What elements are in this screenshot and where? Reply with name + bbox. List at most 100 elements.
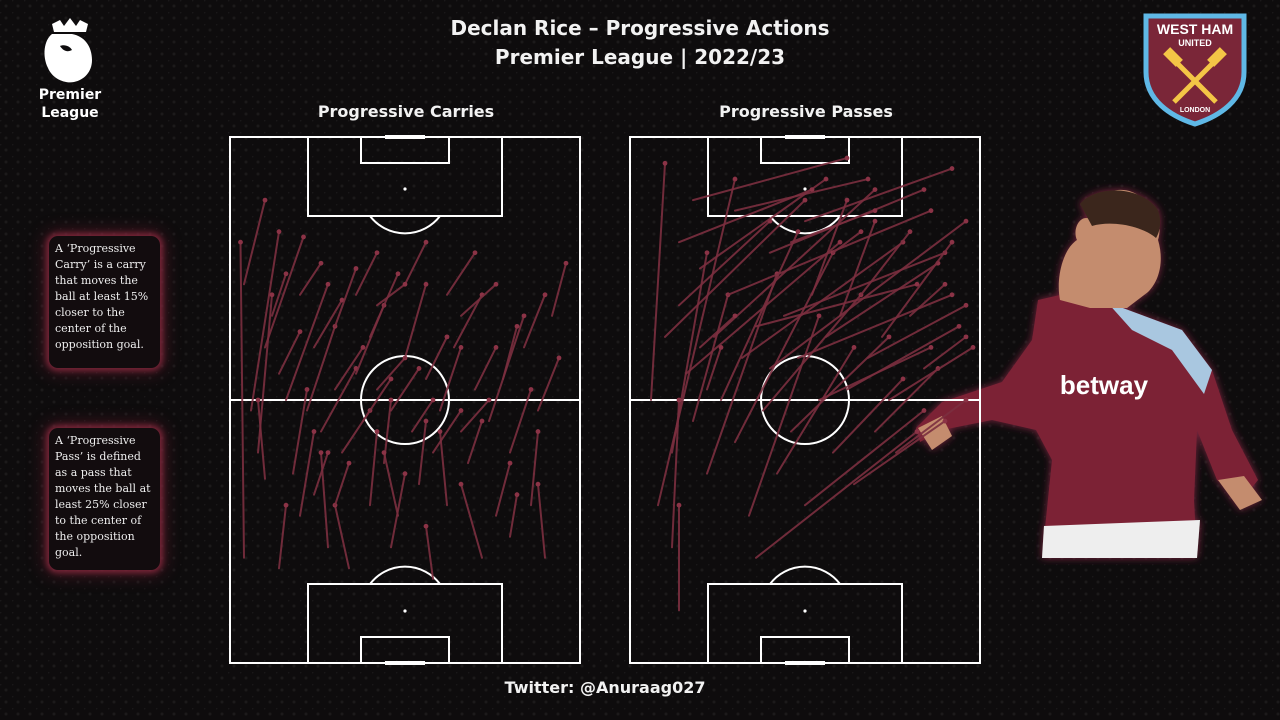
progressive-action-line <box>509 493 518 538</box>
progressive-action-end <box>423 418 429 424</box>
progressive-action-line <box>846 325 960 391</box>
progressive-action-end <box>311 429 317 434</box>
progressive-action-end <box>437 429 443 434</box>
progressive-action-line <box>881 241 953 338</box>
progressive-action-line <box>239 241 245 559</box>
progressive-action-line <box>853 420 946 486</box>
progressive-action-end <box>732 313 738 319</box>
progressive-action-end <box>458 345 464 350</box>
progressive-action-end <box>423 523 429 529</box>
progressive-action-line <box>895 399 967 454</box>
progressive-action-line <box>790 335 890 433</box>
progressive-action-end <box>493 345 499 350</box>
progressive-action-line <box>692 293 729 423</box>
progressive-action-end <box>283 502 289 508</box>
progressive-action-line <box>804 167 953 223</box>
progressive-action-line <box>909 283 946 317</box>
progressive-action-end <box>535 429 541 434</box>
progressive-action-end <box>325 281 331 287</box>
chart-subtitle: Premier League | 2022/23 <box>494 45 786 69</box>
progressive-action-end <box>514 323 520 329</box>
progressive-action-end <box>970 345 976 350</box>
progressive-action-end <box>416 366 422 371</box>
progressive-action-line <box>285 283 329 401</box>
progressive-action-end <box>928 208 934 214</box>
progressive-action-end <box>809 187 815 192</box>
progressive-action-line <box>678 220 771 307</box>
shirt-sponsor: betway <box>1060 370 1149 400</box>
progressive-action-end <box>942 281 948 287</box>
progressive-action-line <box>439 430 448 507</box>
twitter-credit: Twitter: @Anuraag027 <box>504 678 706 697</box>
info-box-progressive-carry: A ‘Progressive Carry’ is a carry that mo… <box>49 236 160 368</box>
progressive-action-end <box>528 387 534 392</box>
progressive-action-line <box>867 304 967 359</box>
progressive-action-end <box>563 260 569 266</box>
progressive-action-end <box>458 481 464 487</box>
progressive-action-end <box>388 397 394 403</box>
progressive-action-line <box>551 262 567 317</box>
league-logo-text-line1: Premier <box>38 87 102 103</box>
progressive-action-line <box>271 272 287 317</box>
progressive-action-line <box>362 377 392 423</box>
progressive-action-end <box>360 345 366 350</box>
progressive-action-end <box>676 397 682 403</box>
progressive-action-line <box>243 199 266 286</box>
progressive-action-line <box>671 399 680 549</box>
progressive-action-end <box>458 408 464 413</box>
progressive-action-line <box>804 409 925 507</box>
progressive-action-end <box>704 250 710 256</box>
progressive-action-line <box>264 235 305 349</box>
progressive-action-line <box>369 272 399 338</box>
progressive-action-end <box>872 218 878 224</box>
progressive-action-line <box>734 178 869 212</box>
progressive-action-end <box>444 334 450 340</box>
progressive-action-line <box>355 251 378 296</box>
progressive-action-line <box>313 451 329 496</box>
chart-title: Declan Rice – Progressive Actions <box>450 16 830 40</box>
progressive-action-end <box>823 176 829 182</box>
progressive-action-line <box>313 299 343 349</box>
progressive-action-end <box>297 329 303 335</box>
progressive-action-end <box>844 155 850 161</box>
progressive-action-line <box>776 346 855 475</box>
progressive-action-line <box>257 399 266 480</box>
progressive-action-end <box>921 408 927 413</box>
crest-text-top: WEST HAM <box>1157 21 1233 37</box>
progressive-action-end <box>493 281 499 287</box>
progressive-action-line <box>432 409 462 454</box>
progressive-action-end <box>374 429 380 434</box>
progressive-action-end <box>949 239 955 245</box>
player-photo: betway <box>916 189 1262 558</box>
progressive-action-end <box>718 345 724 350</box>
progressive-action-line <box>748 314 820 517</box>
progressive-action-end <box>301 234 306 240</box>
progressive-action-end <box>535 481 541 487</box>
progressive-action-end <box>395 271 401 277</box>
progressive-action-end <box>662 160 668 166</box>
progressive-action-line <box>769 220 967 370</box>
progressive-action-line <box>299 430 315 517</box>
crest-text-sub: UNITED <box>1178 38 1212 48</box>
progressive-action-end <box>486 397 492 403</box>
progressive-action-line <box>502 325 518 380</box>
progressive-action-end <box>238 239 243 245</box>
progressive-action-line <box>811 199 848 296</box>
progressive-action-line <box>706 272 778 475</box>
progressive-action-end <box>318 450 324 455</box>
progressive-action-line <box>706 346 722 391</box>
premier-league-lion-icon <box>44 18 92 83</box>
progressive-action-line <box>860 230 911 296</box>
progressive-action-end <box>949 166 955 171</box>
pitch-title-carries: Progressive Carries <box>317 102 495 121</box>
progressive-action-line <box>404 283 427 359</box>
progressive-action-line <box>755 430 918 559</box>
progressive-action-end <box>963 334 969 340</box>
progressive-action-line <box>509 388 532 454</box>
progressive-action-end <box>921 187 927 192</box>
progressive-action-line <box>306 325 336 412</box>
progressive-action-line <box>537 356 560 412</box>
progressive-action-line <box>495 462 511 517</box>
progressive-action-end <box>402 471 408 477</box>
progressive-action-end <box>262 197 268 203</box>
